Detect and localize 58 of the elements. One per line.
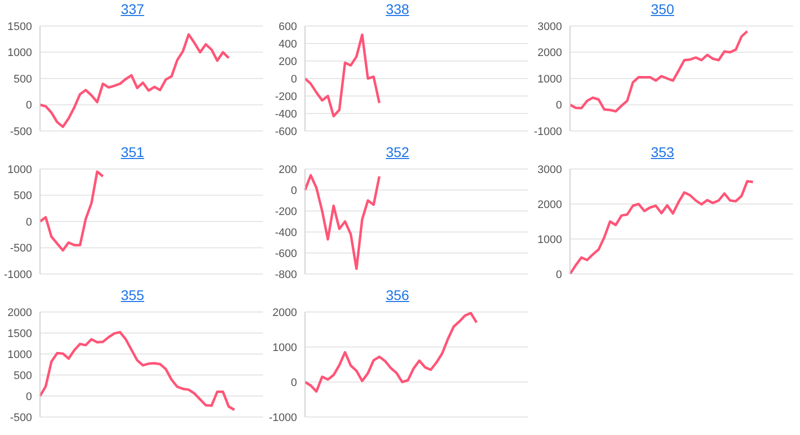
y-tick-label: 0 [290,376,297,389]
chart-title: 338 [384,0,410,18]
y-tick-label: 2000 [538,198,562,211]
y-tick-label: 600 [278,20,297,33]
line-series [304,34,381,118]
line-series [568,180,754,274]
y-tick-label: -1000 [268,412,297,424]
y-tick-label: 500 [14,73,32,86]
y-tick-label: -400 [274,108,297,120]
y-tick-label: 0 [556,100,562,112]
y-tick-label: -500 [10,242,32,255]
y-tick-label: 1000 [272,342,297,354]
chart-title: 350 [650,0,676,18]
y-tick-label: 0 [290,73,297,86]
chart-title: 352 [384,143,410,161]
y-tick-label: 3000 [538,164,562,176]
y-tick-label: -1000 [4,268,32,281]
y-tick-label: 2000 [272,306,297,319]
y-tick-label: -500 [10,126,32,138]
line-series [568,30,749,113]
y-tick-label: 3000 [538,20,562,33]
y-tick-label: 500 [14,370,32,382]
y-tick-label: -800 [274,268,297,281]
y-tick-label: -200 [274,90,297,103]
y-tick-label: 1500 [8,328,32,340]
y-tick-label: -200 [274,206,297,218]
y-tick-label: -600 [274,126,297,138]
y-tick-label: -1000 [534,126,562,138]
chart-title: 355 [120,286,146,304]
chart-title: 351 [120,143,146,161]
y-tick-label: 1000 [8,47,32,60]
y-tick-label: 0 [556,268,562,281]
line-series [38,33,230,128]
y-tick-label: 0 [290,184,297,197]
y-tick-label: -500 [10,412,32,424]
y-tick-label: 0 [26,390,32,403]
y-tick-label: 1000 [8,348,32,361]
y-tick-label: 200 [278,164,297,176]
y-tick-label: 1000 [538,73,562,86]
y-tick-label: 2000 [538,47,562,60]
y-tick-label: 500 [14,190,32,202]
y-tick-label: 1500 [8,20,32,33]
chart-title: 353 [650,143,676,161]
y-tick-label: -600 [274,248,297,260]
line-series [38,170,104,252]
y-tick-label: 2000 [8,306,32,319]
y-tick-label: 200 [278,56,297,68]
chart-title: 337 [120,0,146,18]
line-series [304,312,478,393]
y-tick-label: 1000 [538,234,562,246]
y-tick-label: 1000 [8,164,32,176]
line-series [38,330,236,412]
y-tick-label: 400 [278,38,297,50]
y-tick-label: -400 [274,226,297,239]
y-tick-label: 0 [26,100,32,112]
y-tick-label: 0 [26,216,32,228]
chart-title: 356 [384,286,410,304]
line-series [304,174,381,270]
